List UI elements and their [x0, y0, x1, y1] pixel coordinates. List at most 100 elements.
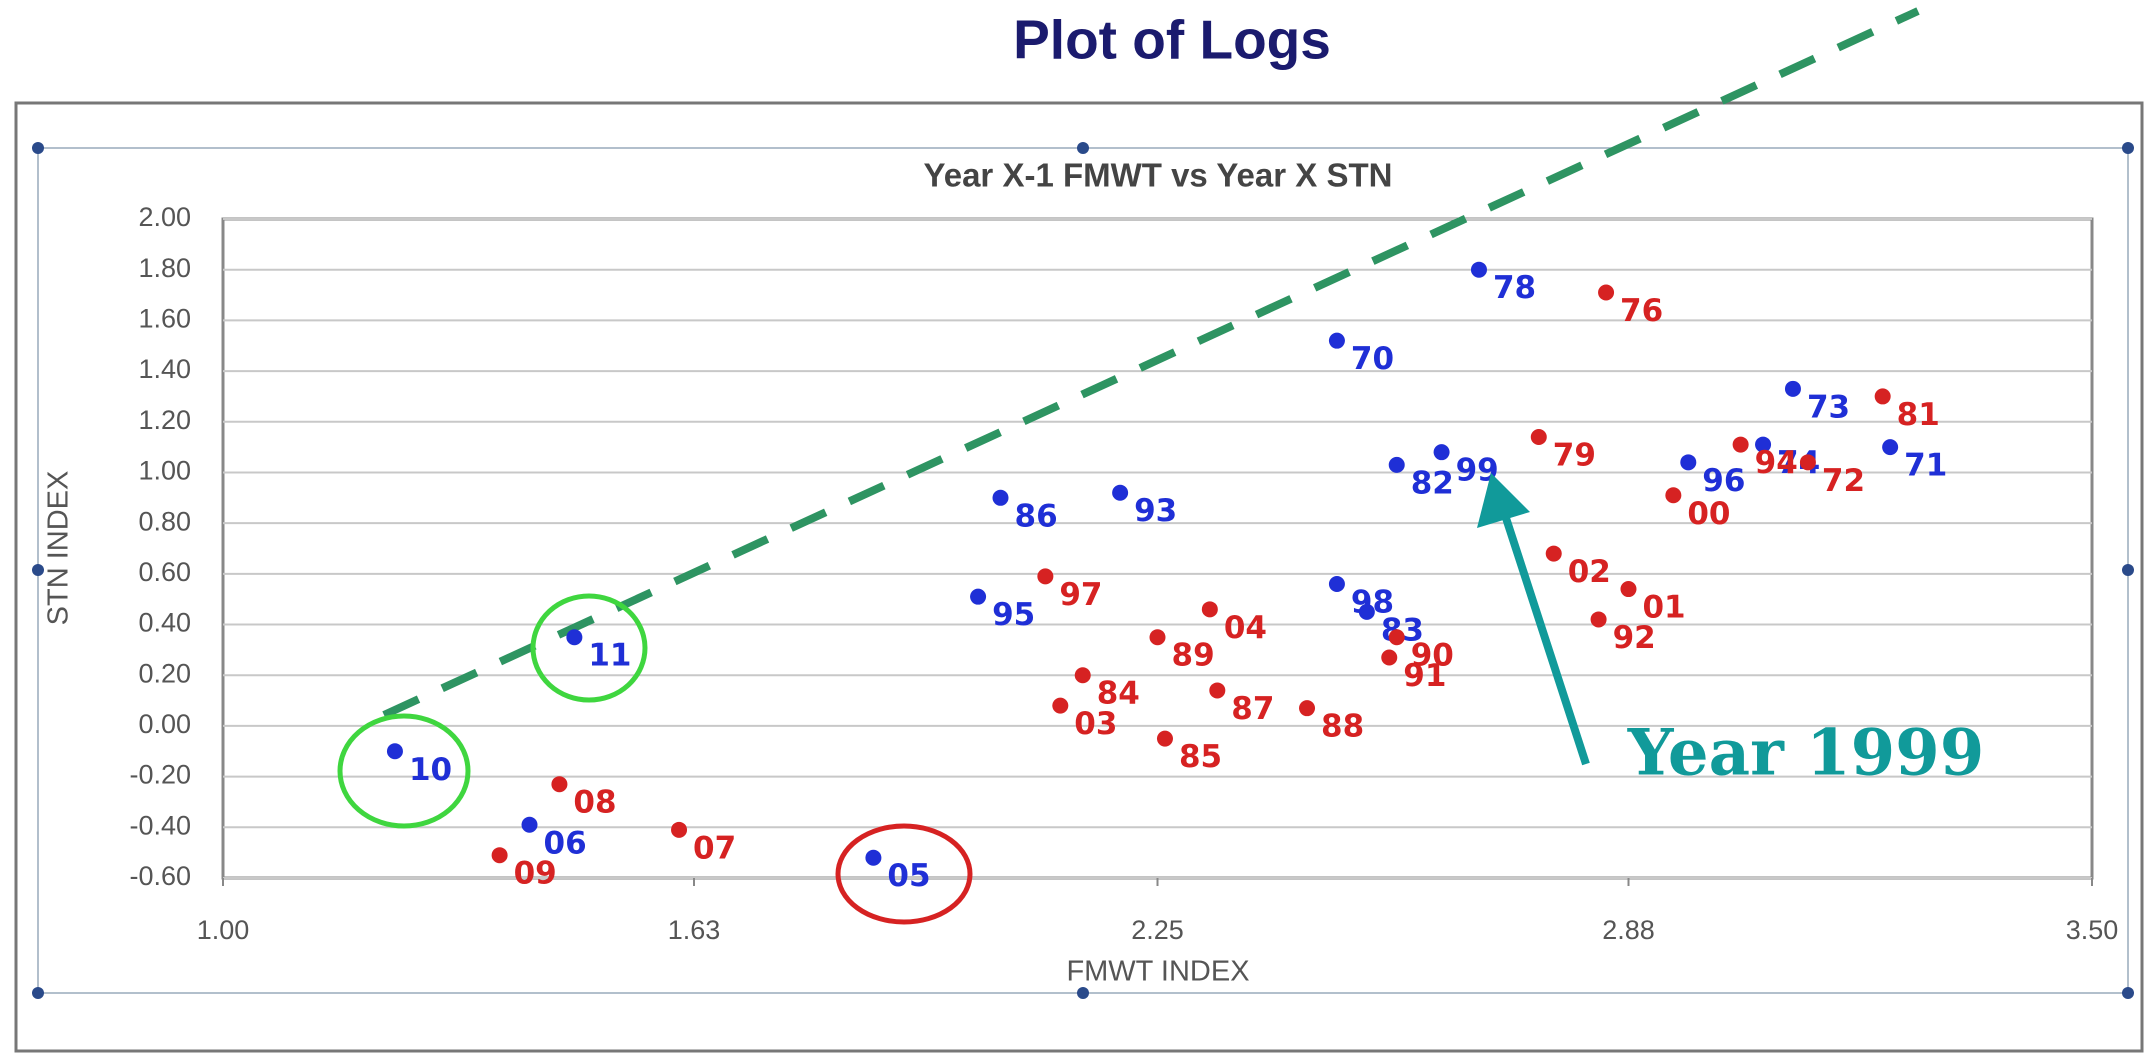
point — [1299, 700, 1316, 717]
point-label: 90 — [1411, 638, 1454, 674]
point-label: 85 — [1179, 739, 1222, 775]
point — [1328, 575, 1345, 592]
point — [521, 816, 538, 833]
point-label: 72 — [1822, 463, 1865, 499]
point — [386, 743, 403, 760]
point — [1732, 436, 1749, 453]
x-tick-label: 1.63 — [668, 915, 721, 945]
x-tick-label: 1.00 — [197, 915, 250, 945]
point-label: 87 — [1231, 691, 1274, 727]
point — [970, 588, 987, 605]
point-label: 79 — [1553, 437, 1596, 473]
point-label: 88 — [1321, 709, 1364, 745]
point — [551, 776, 568, 793]
point-label: 01 — [1642, 590, 1685, 626]
point-label: 94 — [1755, 445, 1798, 481]
point — [1545, 545, 1562, 562]
point — [992, 489, 1009, 506]
y-axis-label: STN INDEX — [43, 471, 75, 626]
circle-05 — [835, 823, 973, 925]
point-label: 03 — [1074, 706, 1117, 742]
point-label: 71 — [1904, 448, 1947, 484]
point — [1755, 436, 1772, 453]
point — [1598, 284, 1615, 301]
y-tick-label: 1.80 — [138, 253, 191, 283]
chart-title: Plot of Logs — [1013, 9, 1331, 71]
point-label: 92 — [1613, 620, 1656, 656]
y-tick-label: 1.20 — [138, 405, 191, 435]
point — [1665, 487, 1682, 504]
grid: 2.00 1.80 1.60 1.40 1.20 1.00 0.80 0.60 0.40 0.20… — [129, 202, 2118, 945]
point-label: 09 — [514, 856, 557, 892]
y-tick-label: 0.20 — [138, 658, 191, 688]
arrow-head — [1477, 473, 1530, 528]
point — [1052, 697, 1069, 714]
y-tick-label: 0.00 — [138, 709, 191, 739]
point — [1037, 568, 1054, 585]
point — [1620, 581, 1637, 598]
y-tick-label: -0.20 — [129, 760, 191, 790]
point-label: 84 — [1097, 676, 1140, 712]
point — [1388, 456, 1405, 473]
y-tick-label: 2.00 — [138, 202, 191, 232]
point — [1381, 649, 1398, 666]
x-axis-label: FMWT INDEX — [1066, 956, 1249, 988]
point-label: 07 — [693, 830, 736, 866]
point — [1328, 332, 1345, 349]
point — [1590, 611, 1607, 628]
point — [1209, 682, 1226, 699]
point-label: 04 — [1224, 610, 1267, 646]
circle-11 — [530, 593, 648, 703]
point — [1882, 439, 1899, 456]
handles — [32, 142, 2134, 999]
chart-subtitle: Year X-1 FMWT vs Year X STN — [924, 157, 1393, 194]
point — [1388, 629, 1405, 646]
point — [1874, 388, 1891, 405]
point — [865, 849, 882, 866]
point-label: 95 — [992, 597, 1035, 633]
y-tick-label: 0.80 — [138, 506, 191, 536]
annotation: Year 1999 — [1627, 716, 1984, 791]
point-label: 86 — [1015, 498, 1058, 534]
point — [1149, 629, 1166, 646]
y-tick-label: 1.00 — [138, 456, 191, 486]
point-label: 96 — [1702, 463, 1745, 499]
point-label: 05 — [887, 858, 930, 894]
point-label: 02 — [1568, 554, 1611, 590]
point — [491, 847, 508, 864]
point-label: 81 — [1897, 397, 1940, 433]
point-label: 89 — [1172, 638, 1215, 674]
y-tick-label: 1.40 — [138, 354, 191, 384]
point — [566, 629, 583, 646]
point-label: 00 — [1687, 496, 1730, 532]
y-tick-label: 1.60 — [138, 304, 191, 334]
point-label: 73 — [1807, 389, 1850, 425]
arrow-shaft — [1501, 513, 1590, 766]
x-tick-label: 2.88 — [1602, 915, 1655, 945]
circle-10 — [337, 713, 471, 829]
point-label: 93 — [1134, 493, 1177, 529]
y-tick-label: 0.40 — [138, 608, 191, 638]
point — [1358, 603, 1375, 620]
point — [1201, 601, 1218, 618]
point — [1784, 380, 1801, 397]
point — [1433, 444, 1450, 461]
y-tick-label: -0.40 — [129, 810, 191, 840]
point-label: 76 — [1620, 293, 1663, 329]
point — [1112, 484, 1129, 501]
point — [1470, 261, 1487, 278]
point — [1799, 454, 1816, 471]
point-label: 06 — [544, 825, 587, 861]
point — [1530, 428, 1547, 445]
point-label: 10 — [409, 752, 452, 788]
point-label: 08 — [573, 785, 616, 821]
point-label: 91 — [1403, 658, 1446, 694]
dashed-trend-line — [382, 7, 1920, 719]
point — [1156, 730, 1173, 747]
point-label: 11 — [588, 638, 631, 674]
y-tick-label: 0.60 — [138, 557, 191, 587]
x-tick-label: 2.25 — [1131, 915, 1184, 945]
point — [671, 821, 688, 838]
